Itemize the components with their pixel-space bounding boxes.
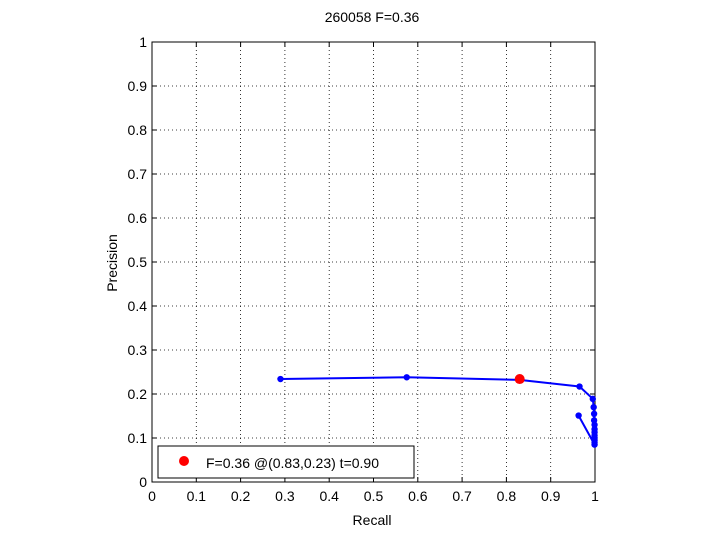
y-axis-label: Precision: [104, 234, 120, 292]
series-point: [277, 375, 284, 383]
series-point: [590, 404, 597, 411]
chart-title: 260058 F=0.36: [325, 9, 420, 25]
y-tick-label: 0.5: [128, 254, 148, 270]
legend-box: [157, 445, 415, 479]
x-tick-label: 0.9: [541, 488, 561, 504]
x-tick-labels: 0 0.1 0.2 0.3 0.4 0.5 0.6 0.7 0.8 0.9 1: [148, 488, 599, 504]
y-tick-label: 0.3: [128, 342, 148, 358]
x-tick-label: 0.5: [364, 488, 384, 504]
grid: [152, 42, 595, 482]
best-f-point: [514, 374, 525, 385]
x-tick-label: 0.6: [408, 488, 428, 504]
series-point: [576, 383, 583, 390]
legend-marker: [179, 456, 189, 466]
y-tick-label: 0: [139, 474, 147, 490]
x-tick-label: 0.7: [452, 488, 472, 504]
y-tick-labels: 0 0.1 0.2 0.3 0.4 0.5 0.6 0.7 0.8 0.9 1: [128, 34, 148, 490]
y-tick-label: 0.7: [128, 166, 148, 182]
x-tick-label: 0.8: [497, 488, 517, 504]
series-point: [591, 421, 598, 428]
y-tick-label: 0.1: [128, 430, 148, 446]
y-tick-label: 0.4: [128, 298, 148, 314]
x-tick-label: 0: [148, 488, 156, 504]
series-point: [403, 374, 410, 381]
ticks: [151, 41, 596, 483]
x-axis-label: Recall: [353, 512, 392, 528]
x-tick-label: 0.1: [187, 488, 207, 504]
x-tick-label: 0.2: [231, 488, 251, 504]
series-point: [589, 395, 596, 403]
series-point: [575, 412, 582, 419]
legend: F=0.36 @(0.83,0.23) t=0.90: [157, 445, 415, 479]
y-tick-label: 0.2: [128, 386, 148, 402]
series-layer: [277, 374, 598, 448]
y-tick-label: 0.8: [128, 122, 148, 138]
legend-entry: F=0.36 @(0.83,0.23) t=0.90: [206, 455, 379, 471]
series-point: [590, 410, 598, 417]
x-tick-label: 0.3: [275, 488, 295, 504]
y-tick-label: 0.9: [128, 78, 148, 94]
series-point: [591, 441, 598, 448]
x-tick-label: 0.4: [319, 488, 339, 504]
x-tick-label: 1: [591, 488, 599, 504]
y-tick-label: 1: [139, 34, 147, 50]
y-tick-label: 0.6: [128, 210, 148, 226]
